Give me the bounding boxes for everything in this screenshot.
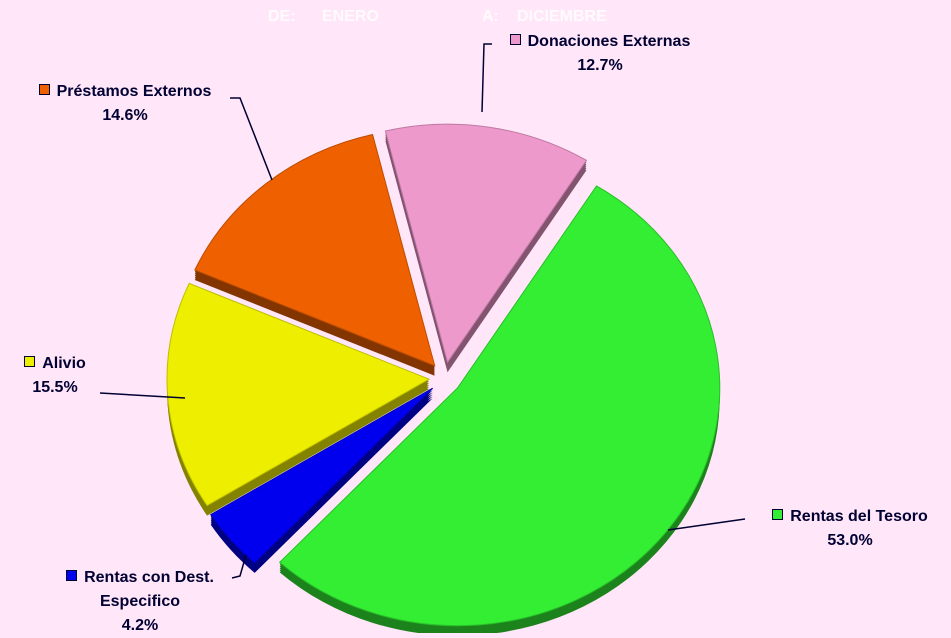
leader-line bbox=[230, 97, 273, 181]
pie-slice bbox=[384, 123, 588, 364]
legend-swatch bbox=[38, 84, 50, 95]
leader-line bbox=[667, 518, 746, 531]
header-text: ENERO bbox=[322, 8, 379, 25]
label-name-line: Rentas con Dest. Especifico bbox=[40, 566, 240, 614]
data-label: Rentas con Dest. Especifico 4.2% bbox=[40, 566, 240, 638]
pie-slice bbox=[209, 387, 434, 564]
category-label: Préstamos Externos bbox=[56, 83, 212, 100]
pie-slice bbox=[194, 133, 436, 367]
pie bbox=[166, 123, 721, 633]
value-label: 15.5% bbox=[32, 379, 78, 396]
category-label: Rentas con Dest. Especifico bbox=[84, 569, 214, 610]
legend-swatch bbox=[24, 356, 36, 367]
header-text: DE: bbox=[268, 8, 296, 25]
label-name-line: Donaciones Externas bbox=[480, 30, 720, 54]
leader-lines bbox=[99, 43, 746, 579]
category-label: Donaciones Externas bbox=[527, 33, 691, 50]
value-label: 12.7% bbox=[577, 57, 623, 74]
category-label: Rentas del Tesoro bbox=[790, 508, 928, 525]
value-label: 4.2% bbox=[121, 617, 159, 634]
data-label: Alivio 15.5% bbox=[5, 352, 105, 400]
leader-line bbox=[99, 392, 186, 399]
data-label: Préstamos Externos 14.6% bbox=[5, 80, 245, 128]
pie-slice bbox=[278, 185, 721, 627]
leader-line bbox=[481, 43, 492, 113]
label-name-line: Préstamos Externos bbox=[5, 80, 245, 104]
legend-swatch bbox=[772, 509, 784, 520]
value-label: 14.6% bbox=[102, 107, 148, 124]
legend-swatch bbox=[66, 570, 78, 581]
data-label: Rentas del Tesoro 53.0% bbox=[745, 505, 951, 553]
leader-line bbox=[231, 554, 247, 579]
header-text: A: bbox=[482, 8, 499, 25]
label-name-line: Rentas del Tesoro bbox=[745, 505, 951, 529]
data-label: Donaciones Externas 12.7% bbox=[480, 30, 720, 78]
value-label: 53.0% bbox=[827, 532, 873, 549]
category-label: Alivio bbox=[42, 355, 86, 372]
label-name-line: Alivio bbox=[5, 352, 105, 376]
legend-swatch bbox=[509, 34, 521, 45]
header-text: DICIEMBRE bbox=[517, 8, 607, 25]
